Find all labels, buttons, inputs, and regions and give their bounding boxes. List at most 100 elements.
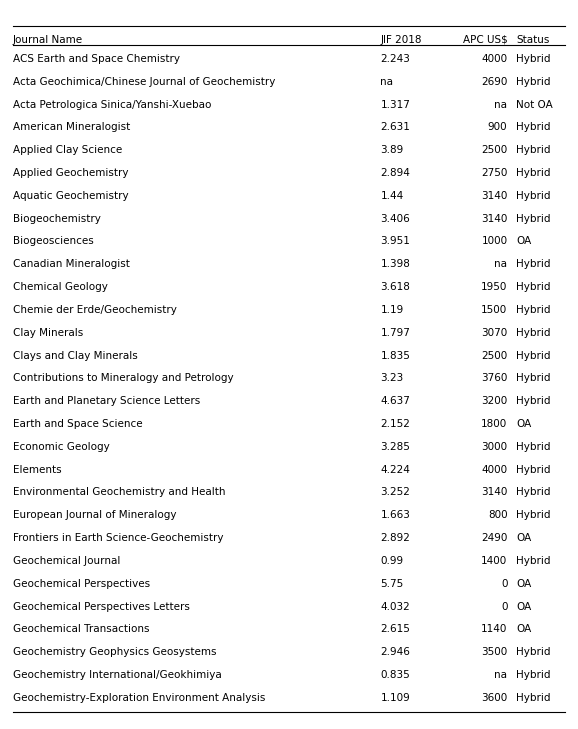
Text: Geochemistry-Exploration Environment Analysis: Geochemistry-Exploration Environment Ana… <box>13 693 265 703</box>
Text: 4.224: 4.224 <box>380 464 410 475</box>
Text: Chemical Geology: Chemical Geology <box>13 282 108 292</box>
Text: Hybrid: Hybrid <box>516 647 551 658</box>
Text: Environmental Geochemistry and Health: Environmental Geochemistry and Health <box>13 488 225 497</box>
Text: OA: OA <box>516 533 531 543</box>
Text: na: na <box>380 77 393 87</box>
Text: 2500: 2500 <box>481 145 507 155</box>
Text: Hybrid: Hybrid <box>516 556 551 566</box>
Text: Geochemical Perspectives Letters: Geochemical Perspectives Letters <box>13 601 190 612</box>
Text: Canadian Mineralogist: Canadian Mineralogist <box>13 260 129 269</box>
Text: OA: OA <box>516 236 531 246</box>
Text: 1140: 1140 <box>481 624 507 634</box>
Text: 800: 800 <box>488 510 507 521</box>
Text: na: na <box>495 260 507 269</box>
Text: 2.946: 2.946 <box>380 647 410 658</box>
Text: 1950: 1950 <box>481 282 507 292</box>
Text: Not OA: Not OA <box>516 100 553 109</box>
Text: 3140: 3140 <box>481 488 507 497</box>
Text: 3070: 3070 <box>481 328 507 338</box>
Text: 2.152: 2.152 <box>380 419 410 429</box>
Text: 2.892: 2.892 <box>380 533 410 543</box>
Text: Hybrid: Hybrid <box>516 305 551 315</box>
Text: 1.663: 1.663 <box>380 510 410 521</box>
Text: 1.19: 1.19 <box>380 305 403 315</box>
Text: Hybrid: Hybrid <box>516 373 551 383</box>
Text: 3.23: 3.23 <box>380 373 403 383</box>
Text: American Mineralogist: American Mineralogist <box>13 122 130 133</box>
Text: 3500: 3500 <box>481 647 507 658</box>
Text: 3.951: 3.951 <box>380 236 410 246</box>
Text: Clays and Clay Minerals: Clays and Clay Minerals <box>13 351 138 361</box>
Text: Hybrid: Hybrid <box>516 351 551 361</box>
Text: OA: OA <box>516 419 531 429</box>
Text: 2.615: 2.615 <box>380 624 410 634</box>
Text: Hybrid: Hybrid <box>516 282 551 292</box>
Text: Applied Clay Science: Applied Clay Science <box>13 145 122 155</box>
Text: 0.835: 0.835 <box>380 670 410 680</box>
Text: 1.835: 1.835 <box>380 351 410 361</box>
Text: Hybrid: Hybrid <box>516 464 551 475</box>
Text: Hybrid: Hybrid <box>516 328 551 338</box>
Text: Contributions to Mineralogy and Petrology: Contributions to Mineralogy and Petrolog… <box>13 373 234 383</box>
Text: Hybrid: Hybrid <box>516 442 551 452</box>
Text: Biogeochemistry: Biogeochemistry <box>13 214 101 224</box>
Text: Geochemical Journal: Geochemical Journal <box>13 556 120 566</box>
Text: Earth and Planetary Science Letters: Earth and Planetary Science Letters <box>13 397 200 406</box>
Text: 3200: 3200 <box>481 397 507 406</box>
Text: APC US$: APC US$ <box>463 35 507 45</box>
Text: Aquatic Geochemistry: Aquatic Geochemistry <box>13 191 128 201</box>
Text: Hybrid: Hybrid <box>516 260 551 269</box>
Text: Elements: Elements <box>13 464 61 475</box>
Text: Hybrid: Hybrid <box>516 145 551 155</box>
Text: 3760: 3760 <box>481 373 507 383</box>
Text: 3000: 3000 <box>481 442 507 452</box>
Text: 1500: 1500 <box>481 305 507 315</box>
Text: OA: OA <box>516 624 531 634</box>
Text: Biogeosciences: Biogeosciences <box>13 236 94 246</box>
Text: na: na <box>495 100 507 109</box>
Text: Hybrid: Hybrid <box>516 168 551 178</box>
Text: 4.032: 4.032 <box>380 601 410 612</box>
Text: Applied Geochemistry: Applied Geochemistry <box>13 168 128 178</box>
Text: 1.317: 1.317 <box>380 100 410 109</box>
Text: Hybrid: Hybrid <box>516 670 551 680</box>
Text: 0: 0 <box>501 579 507 589</box>
Text: 1.44: 1.44 <box>380 191 403 201</box>
Text: Economic Geology: Economic Geology <box>13 442 109 452</box>
Text: 2750: 2750 <box>481 168 507 178</box>
Text: 3.406: 3.406 <box>380 214 410 224</box>
Text: Acta Geochimica/Chinese Journal of Geochemistry: Acta Geochimica/Chinese Journal of Geoch… <box>13 77 275 87</box>
Text: 3.252: 3.252 <box>380 488 410 497</box>
Text: 5.75: 5.75 <box>380 579 403 589</box>
Text: Chemie der Erde/Geochemistry: Chemie der Erde/Geochemistry <box>13 305 177 315</box>
Text: 2.894: 2.894 <box>380 168 410 178</box>
Text: na: na <box>495 670 507 680</box>
Text: Hybrid: Hybrid <box>516 77 551 87</box>
Text: 1800: 1800 <box>481 419 507 429</box>
Text: European Journal of Mineralogy: European Journal of Mineralogy <box>13 510 176 521</box>
Text: Earth and Space Science: Earth and Space Science <box>13 419 142 429</box>
Text: 1.398: 1.398 <box>380 260 410 269</box>
Text: Hybrid: Hybrid <box>516 488 551 497</box>
Text: ACS Earth and Space Chemistry: ACS Earth and Space Chemistry <box>13 54 180 64</box>
Text: Geochemical Perspectives: Geochemical Perspectives <box>13 579 150 589</box>
Text: Status: Status <box>516 35 550 45</box>
Text: 3600: 3600 <box>481 693 507 703</box>
Text: 1000: 1000 <box>481 236 507 246</box>
Text: Hybrid: Hybrid <box>516 693 551 703</box>
Text: 3140: 3140 <box>481 191 507 201</box>
Text: Hybrid: Hybrid <box>516 214 551 224</box>
Text: Clay Minerals: Clay Minerals <box>13 328 83 338</box>
Text: 3.285: 3.285 <box>380 442 410 452</box>
Text: 2690: 2690 <box>481 77 507 87</box>
Text: Hybrid: Hybrid <box>516 510 551 521</box>
Text: OA: OA <box>516 579 531 589</box>
Text: 2.631: 2.631 <box>380 122 410 133</box>
Text: Geochemical Transactions: Geochemical Transactions <box>13 624 149 634</box>
Text: Hybrid: Hybrid <box>516 54 551 64</box>
Text: Hybrid: Hybrid <box>516 397 551 406</box>
Text: 2.243: 2.243 <box>380 54 410 64</box>
Text: Journal Name: Journal Name <box>13 35 83 45</box>
Text: 900: 900 <box>488 122 507 133</box>
Text: 1.109: 1.109 <box>380 693 410 703</box>
